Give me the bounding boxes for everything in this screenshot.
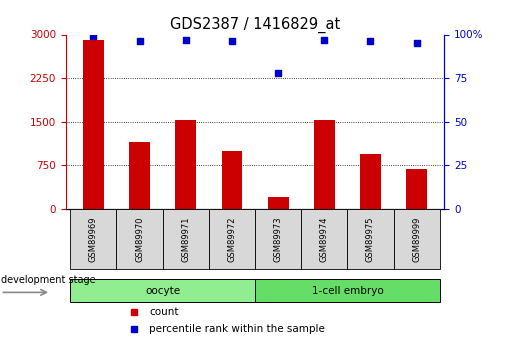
Bar xyxy=(129,142,150,209)
Bar xyxy=(255,209,301,269)
Text: GSM89972: GSM89972 xyxy=(227,216,236,262)
Bar xyxy=(255,279,440,302)
Bar xyxy=(268,197,288,209)
Bar xyxy=(222,151,242,209)
Point xyxy=(228,39,236,44)
Bar xyxy=(163,209,209,269)
Title: GDS2387 / 1416829_at: GDS2387 / 1416829_at xyxy=(170,17,340,33)
Text: GSM89999: GSM89999 xyxy=(412,216,421,262)
Point xyxy=(274,70,282,76)
Text: GSM89975: GSM89975 xyxy=(366,216,375,262)
Bar xyxy=(301,209,347,269)
Bar xyxy=(70,209,117,269)
Point xyxy=(367,39,375,44)
Text: development stage: development stage xyxy=(1,275,95,285)
Bar xyxy=(314,120,335,209)
Point xyxy=(320,37,328,42)
Bar xyxy=(117,209,163,269)
Text: GSM89970: GSM89970 xyxy=(135,216,144,262)
Point xyxy=(182,37,190,42)
Bar xyxy=(347,209,393,269)
Bar xyxy=(393,209,440,269)
Point xyxy=(413,40,421,46)
Bar xyxy=(70,279,255,302)
Text: GSM89971: GSM89971 xyxy=(181,216,190,262)
Text: count: count xyxy=(149,307,178,317)
Bar xyxy=(360,154,381,209)
Bar xyxy=(209,209,255,269)
Text: GSM89973: GSM89973 xyxy=(274,216,283,262)
Text: percentile rank within the sample: percentile rank within the sample xyxy=(149,325,325,334)
Text: 1-cell embryo: 1-cell embryo xyxy=(312,286,383,296)
Point xyxy=(135,39,143,44)
Bar xyxy=(407,169,427,209)
Text: oocyte: oocyte xyxy=(145,286,180,296)
Bar xyxy=(175,120,196,209)
Point xyxy=(89,33,97,39)
Text: GSM89969: GSM89969 xyxy=(89,216,98,262)
Bar xyxy=(83,40,104,209)
Text: GSM89974: GSM89974 xyxy=(320,216,329,262)
